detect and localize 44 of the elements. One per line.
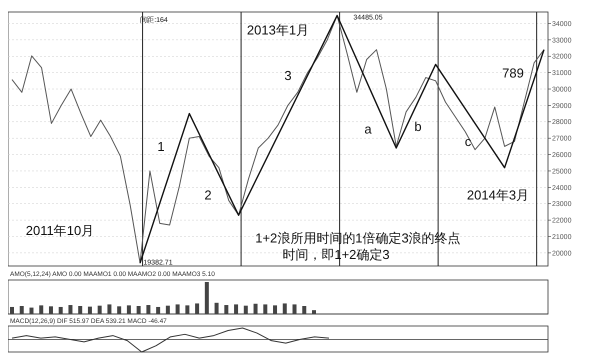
bar <box>302 306 306 314</box>
bar <box>29 308 34 314</box>
bar <box>58 306 63 314</box>
bar <box>273 305 278 314</box>
bar <box>88 306 92 314</box>
line-series <box>139 14 545 264</box>
bar <box>224 305 228 314</box>
bar <box>126 305 131 314</box>
bar <box>282 303 287 314</box>
bar <box>146 305 150 314</box>
line-series <box>12 15 544 264</box>
bar <box>185 305 190 314</box>
annotation: b <box>414 118 422 134</box>
annotation: 2014年3月 <box>466 187 530 202</box>
bar <box>214 302 219 314</box>
bar <box>292 304 297 314</box>
bar <box>263 304 268 314</box>
bar <box>78 306 82 314</box>
bar <box>254 304 258 314</box>
bar <box>156 306 160 314</box>
annotation: 1 <box>157 139 165 154</box>
bar <box>48 306 53 314</box>
bar <box>39 305 44 314</box>
bar <box>68 305 72 314</box>
annotation: 3 <box>284 68 292 84</box>
bar <box>166 306 170 314</box>
bar <box>176 304 180 314</box>
bar <box>244 306 248 314</box>
annotation: 2011年10月 <box>26 222 94 238</box>
annotation: a <box>364 121 372 136</box>
bar <box>312 310 316 314</box>
bar <box>204 282 209 314</box>
annotation: 2 <box>204 187 212 202</box>
annotation: c <box>464 134 472 150</box>
bar <box>117 306 122 314</box>
annotation: 2013年1月 <box>246 22 310 38</box>
bar <box>98 306 102 314</box>
bar <box>107 304 112 314</box>
bar <box>234 304 238 314</box>
bar <box>136 306 141 314</box>
bar <box>195 303 200 314</box>
annotation: 789 <box>502 66 524 81</box>
bar <box>10 306 14 314</box>
bar <box>20 306 24 314</box>
